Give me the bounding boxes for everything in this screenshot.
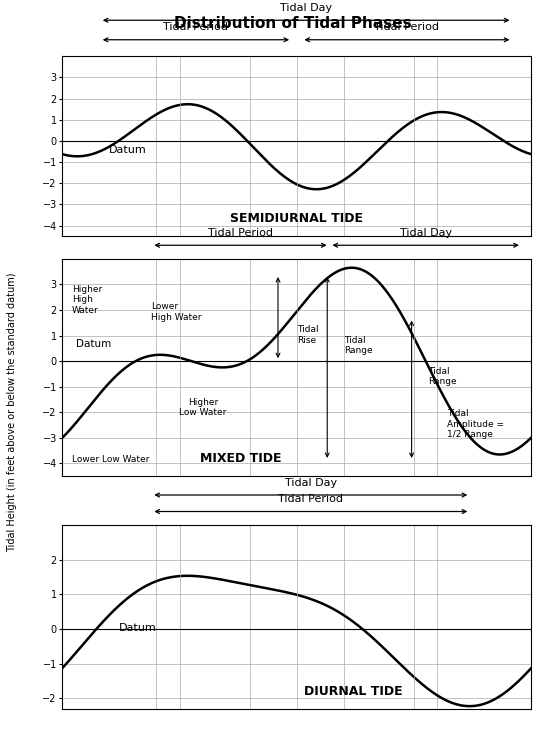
Text: Tidal Day: Tidal Day xyxy=(285,478,337,488)
Text: Tidal Day: Tidal Day xyxy=(280,3,332,13)
Text: Datum: Datum xyxy=(76,338,112,349)
Text: Higher
Low Water: Higher Low Water xyxy=(179,398,227,417)
Text: Higher
High
Water: Higher High Water xyxy=(72,285,102,315)
Text: Tidal Period: Tidal Period xyxy=(208,228,273,238)
Text: Lower
High Water: Lower High Water xyxy=(151,302,202,322)
Text: Tidal Height (in feet above or below the standard datum): Tidal Height (in feet above or below the… xyxy=(7,273,17,552)
Text: Tidal Period: Tidal Period xyxy=(164,22,228,32)
Text: Tidal
Range: Tidal Range xyxy=(344,336,372,356)
Text: Tidal Day: Tidal Day xyxy=(399,228,451,238)
Text: Lower Low Water: Lower Low Water xyxy=(72,455,149,464)
Text: DIURNAL TIDE: DIURNAL TIDE xyxy=(304,685,402,698)
Text: Tidal Period: Tidal Period xyxy=(278,494,343,504)
Text: Tidal
Rise: Tidal Rise xyxy=(297,326,318,344)
Text: SEMIDIURNAL TIDE: SEMIDIURNAL TIDE xyxy=(230,212,363,226)
Text: Datum: Datum xyxy=(119,623,156,633)
Text: Datum: Datum xyxy=(109,145,147,154)
Text: Tidal Period: Tidal Period xyxy=(375,22,440,32)
Text: Distribution of Tidal Phases: Distribution of Tidal Phases xyxy=(174,16,411,32)
Text: Tidal
Amplitude =
1/2 Range: Tidal Amplitude = 1/2 Range xyxy=(447,410,504,439)
Text: Tidal
Range: Tidal Range xyxy=(428,367,457,386)
Text: MIXED TIDE: MIXED TIDE xyxy=(200,452,281,465)
